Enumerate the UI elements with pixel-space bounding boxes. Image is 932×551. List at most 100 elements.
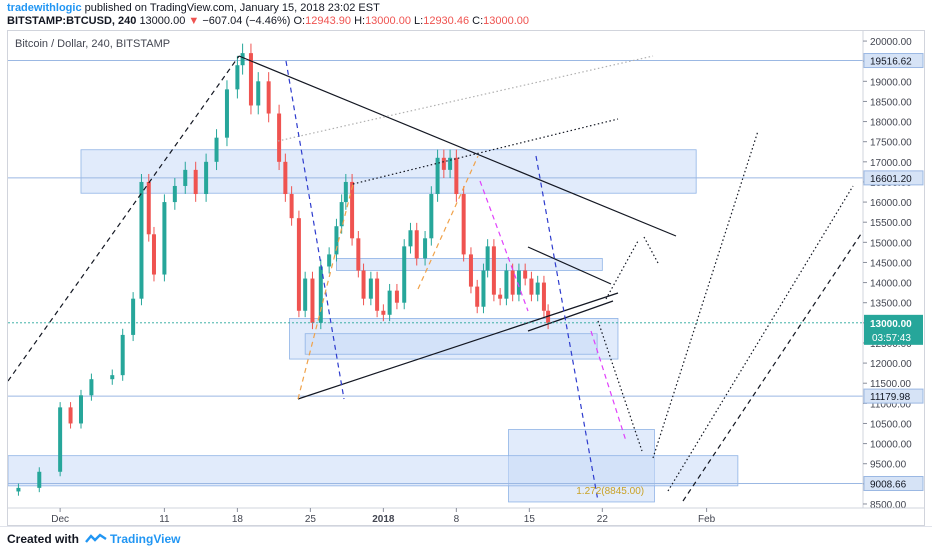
support-resistance-zone [8,455,739,487]
candle-body [266,81,271,114]
candle-body [435,157,440,195]
annotation-trendline [590,330,627,442]
level-price-tag [863,475,924,491]
annotation-trendline [417,155,479,290]
author-link[interactable]: tradewithlogic [7,2,82,14]
published-text: published on TradingView.com, January 15… [84,2,380,14]
candle-body [37,471,42,488]
price-tick-label: 18500.00 [870,97,912,108]
candle-body [441,157,446,170]
candle-body [248,53,253,106]
support-resistance-zone [304,333,598,355]
low-value: 12930.46 [423,15,470,27]
candle-body [235,65,240,90]
candle-body [78,395,83,424]
current-price-label: 13000.00 [870,319,912,330]
price-tick-label: 13500.00 [870,299,912,310]
candle-body [510,270,515,295]
candle-body [491,246,496,295]
candle-body [58,407,63,472]
price-chart[interactable]: 1.272(8845.00)8500.009000.009500.0010000… [8,31,925,526]
candle-body [375,278,380,311]
time-tick-label: 25 [305,514,317,525]
price-tick-label: 12000.00 [870,359,912,370]
level-price-tag-label: 11179.98 [870,392,911,403]
bar-countdown-label: 03:57:43 [872,333,911,344]
candle-body [310,278,315,323]
time-tick-label: Feb [698,514,716,525]
current-price-tag [864,314,923,345]
annotation-trendline [535,155,599,502]
time-tick-label: 22 [597,514,609,525]
annotation-trendline [352,118,619,185]
candle-body [139,181,144,299]
candle-body [414,230,419,259]
candle-body [475,286,480,307]
time-tick-label: 8 [454,514,460,525]
candle-body [394,290,399,303]
annotation-trendline [597,320,643,452]
candle-body [240,53,245,66]
price-tick-label: 14000.00 [870,279,912,290]
candle-body [343,181,348,203]
chart-header: tradewithlogic published on TradingView.… [0,0,932,30]
level-price-tag [863,170,924,186]
candle-body [214,137,219,162]
candle-body [468,254,473,287]
annotation-trendline [277,55,654,142]
close-value: 13000.00 [483,15,530,27]
candle-body [504,270,509,299]
annotation-trendline [297,292,619,400]
annotation-trendline [643,236,659,264]
candle-body [529,278,534,295]
candle-body [283,161,288,195]
tradingview-brand-link[interactable]: TradingView [110,532,181,546]
candle-body [546,310,551,323]
tradingview-logo-icon [85,533,107,543]
candle-body [535,282,540,295]
chart-area[interactable]: 1.272(8845.00)8500.009000.009500.0010000… [7,30,925,526]
created-with-text: Created with [7,532,80,546]
price-tick-label: 20000.00 [870,37,912,48]
open-label: O: [293,15,306,27]
price-tick-label: 16000.00 [870,198,912,209]
price-tick-label: 14500.00 [870,258,912,269]
price-tick-label: 17000.00 [870,158,912,169]
price-tick-label: 11000.00 [870,399,911,410]
change-text: −607.04 (−4.46%) [202,15,291,27]
candle-body [89,379,94,396]
candle-body [289,194,294,219]
open-value: 12943.90 [305,15,351,27]
candle-body [172,185,177,203]
price-tick-label: 15000.00 [870,238,912,249]
annotation-trendline [238,55,677,237]
candle-body [339,202,344,227]
candle-body [68,407,73,424]
candle-body [318,266,323,323]
last-price: 13000.00 [139,15,186,27]
level-price-tag [863,388,924,404]
candle-body [110,375,115,380]
annotation-trendline [8,55,240,382]
candle-body [481,270,486,307]
candle-body [277,113,282,162]
candle-body [402,246,407,303]
candle-body [368,278,373,299]
candle-body [448,157,453,170]
price-tick-label: 19000.00 [870,77,912,88]
candle-body [204,161,209,195]
candle-body [361,270,366,299]
candle-body [523,270,528,279]
price-tick-label: 10000.00 [870,440,912,451]
candle-body [120,334,125,376]
high-value: 13000.00 [365,15,411,27]
candle-body [183,169,188,186]
annotation-trendline [527,246,612,285]
candle-body [146,181,151,235]
annotation-trendline [297,183,354,400]
candle-body [454,157,459,195]
price-tick-label: 15500.00 [870,218,912,229]
level-price-tag-label: 9008.66 [870,479,907,490]
footer: Created with TradingView [0,526,932,551]
candle-body [516,270,521,295]
